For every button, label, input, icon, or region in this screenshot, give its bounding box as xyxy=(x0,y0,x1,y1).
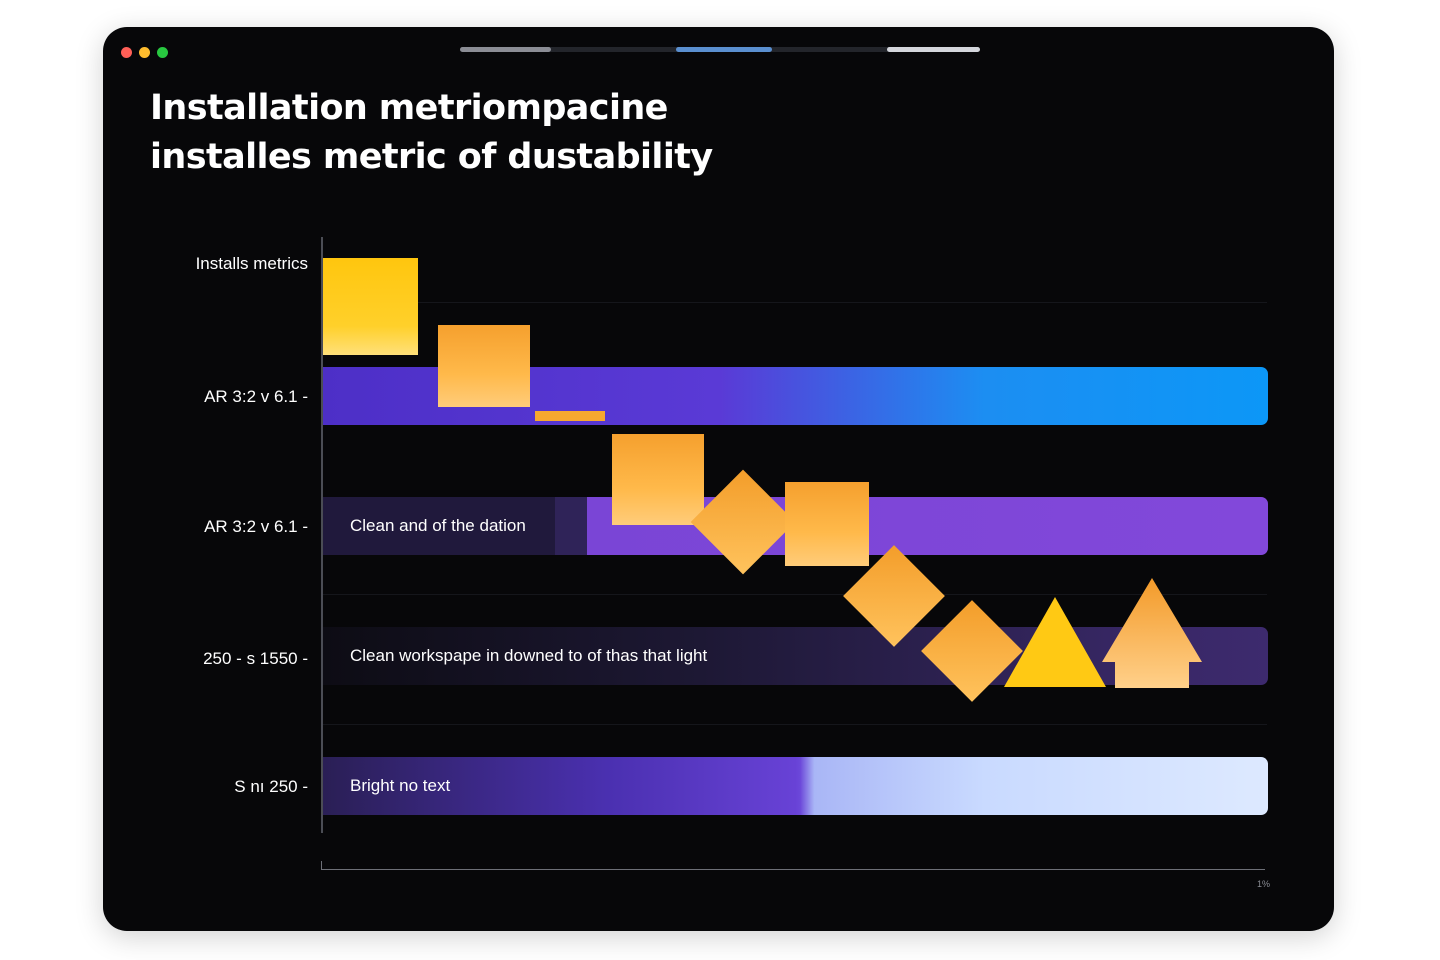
marker-dash[interactable] xyxy=(535,411,605,421)
bar-label: Clean workspape in downed to of thas tha… xyxy=(350,646,708,665)
x-axis xyxy=(321,869,1265,870)
maximize-button[interactable] xyxy=(157,47,168,58)
gridline xyxy=(323,302,1267,303)
marker-square-orange[interactable] xyxy=(438,325,530,407)
marker-square-orange[interactable] xyxy=(612,434,704,525)
gridline xyxy=(323,594,1267,595)
y-tick-label: AR 3:2 v 6.1 - xyxy=(204,387,308,406)
bar-row-5[interactable]: Bright no text xyxy=(323,757,1268,815)
marker-square-orange[interactable] xyxy=(785,482,869,566)
y-axis xyxy=(321,237,323,833)
chart-area: Installs metrics AR 3:2 v 6.1 - AR 3:2 v… xyxy=(103,27,1334,931)
bar-segment xyxy=(555,497,587,555)
marker-arrow-orange[interactable] xyxy=(1102,578,1202,688)
bar-label: Clean and of the dation xyxy=(350,516,526,535)
close-button[interactable] xyxy=(121,47,132,58)
y-tick-label: AR 3:2 v 6.1 - xyxy=(204,517,308,536)
gridline xyxy=(323,724,1267,725)
arrow-up-icon xyxy=(1102,578,1202,688)
y-tick-label: Installs metrics xyxy=(195,254,308,273)
tab-2[interactable] xyxy=(676,47,772,52)
minimize-button[interactable] xyxy=(139,47,150,58)
y-tick-label: S nı 250 - xyxy=(234,777,308,796)
page-title: Installation metriompacine installes met… xyxy=(150,84,713,182)
app-window: Installation metriompacine installes met… xyxy=(103,27,1334,931)
tab-strip xyxy=(460,47,980,52)
x-tick-label: 1% xyxy=(1257,879,1271,889)
window-controls xyxy=(121,47,168,58)
x-axis-tick xyxy=(321,861,322,870)
tab-3[interactable] xyxy=(887,47,980,52)
tab-1[interactable] xyxy=(460,47,551,52)
bar-label: Bright no text xyxy=(350,776,451,795)
page-title-line-1: Installation metriompacine xyxy=(150,88,668,128)
page-title-line-2: installes metric of dustability xyxy=(150,137,713,177)
y-tick-label: 250 - s 1550 - xyxy=(203,649,308,668)
marker-diamond-orange[interactable] xyxy=(690,469,796,575)
marker-square-yellow[interactable] xyxy=(323,258,418,355)
marker-triangle-yellow[interactable] xyxy=(1004,597,1106,687)
